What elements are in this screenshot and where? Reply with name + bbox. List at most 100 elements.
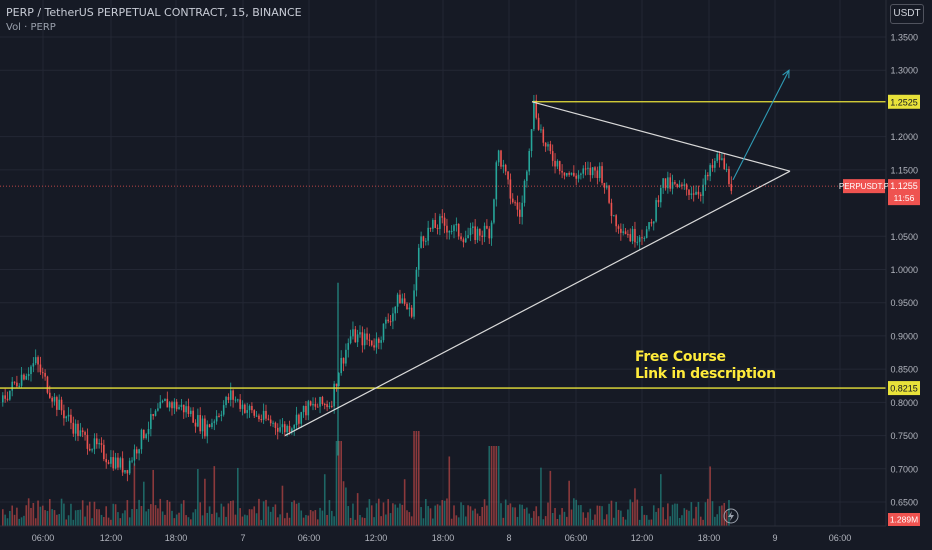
- volume-bar: [241, 516, 244, 526]
- candle-body: [455, 223, 458, 226]
- volume-bar: [483, 499, 486, 526]
- candle-body: [563, 172, 566, 176]
- volume-bar: [589, 508, 592, 526]
- volume-bar: [500, 503, 502, 526]
- promo-annotation: Free Course Link in description: [635, 349, 776, 383]
- volume-bar: [171, 510, 173, 526]
- candle-body: [533, 100, 535, 130]
- candle-body: [674, 182, 676, 184]
- candle-body: [652, 221, 655, 224]
- candle-body: [516, 202, 519, 210]
- volume-bar: [347, 506, 350, 526]
- volume-bar: [641, 506, 643, 526]
- candle-body: [173, 401, 176, 409]
- candle-body: [74, 423, 77, 434]
- x-tick-label: 12:00: [100, 533, 123, 543]
- currency-unit-button[interactable]: USDT: [890, 4, 924, 24]
- candle-body: [526, 171, 528, 181]
- price-axis[interactable]: [886, 0, 932, 550]
- candle-body: [636, 241, 639, 243]
- triangle-trendline[interactable]: [531, 101, 791, 172]
- candle-body: [366, 333, 368, 340]
- candle-body: [253, 410, 256, 416]
- x-tick-label: 06:00: [32, 533, 55, 543]
- volume-bar: [218, 517, 220, 526]
- candle-body: [615, 215, 617, 227]
- candle-body: [401, 298, 404, 304]
- candle-body: [211, 422, 213, 428]
- candle-body: [166, 398, 169, 408]
- x-tick-label: 8: [506, 533, 511, 543]
- candle-body: [34, 357, 37, 364]
- volume-bar: [617, 509, 620, 526]
- candle-body: [13, 381, 16, 383]
- candle-body: [359, 332, 361, 335]
- volume-bar: [2, 509, 4, 526]
- projection-arrow[interactable]: [732, 69, 790, 181]
- candle-body: [460, 236, 462, 240]
- candle-body: [671, 182, 674, 189]
- volume-bar: [269, 511, 272, 526]
- candle-body: [605, 185, 608, 188]
- volume-bar: [427, 506, 429, 526]
- volume-bar: [544, 516, 547, 526]
- candle-body: [72, 422, 75, 434]
- candle-body: [373, 345, 375, 348]
- candle-body: [601, 166, 603, 183]
- volume-bar: [610, 500, 613, 526]
- volume-bar: [244, 514, 246, 526]
- volume-bar: [166, 500, 169, 526]
- candle-body: [307, 401, 310, 416]
- volume-bar: [688, 510, 690, 526]
- volume-bar: [58, 514, 60, 526]
- volume-bar: [439, 505, 441, 526]
- volume-bar: [469, 506, 472, 526]
- volume-bar: [537, 516, 540, 526]
- candle-body: [476, 228, 479, 241]
- candle-body: [629, 234, 632, 242]
- volume-bar: [20, 517, 23, 526]
- volume-bar: [25, 505, 28, 526]
- volume-bar: [51, 509, 53, 526]
- volume-bar: [41, 505, 44, 526]
- candle-body: [709, 165, 711, 177]
- volume-bar: [627, 509, 629, 526]
- volume-bar: [331, 510, 333, 526]
- volume-bar: [554, 508, 556, 526]
- volume-bar: [359, 515, 361, 526]
- time-axis[interactable]: [0, 526, 886, 550]
- volume-bar: [415, 431, 418, 526]
- candle-body: [580, 173, 582, 175]
- candle-body: [469, 227, 472, 236]
- volume-bar: [608, 503, 610, 526]
- volume-bar: [251, 509, 253, 526]
- volume-bar: [542, 519, 545, 526]
- candle-body: [380, 340, 382, 343]
- candle-body: [584, 168, 587, 170]
- volume-bar: [716, 514, 718, 526]
- volume-bar: [566, 516, 568, 526]
- volume-bar: [267, 506, 270, 526]
- volume-bar: [114, 504, 117, 526]
- triangle-trendline[interactable]: [284, 170, 791, 437]
- candle-body: [511, 198, 514, 203]
- candle-body: [255, 415, 258, 417]
- volume-bar: [143, 481, 145, 526]
- volume-bar: [453, 505, 455, 526]
- candle-body: [218, 415, 220, 417]
- volume-bar: [182, 500, 185, 526]
- volume-bar: [356, 493, 359, 526]
- candle-body: [192, 410, 194, 423]
- volume-bar: [314, 510, 317, 526]
- volume-bar: [185, 515, 187, 526]
- volume-bar: [711, 501, 714, 526]
- candle-body: [110, 457, 112, 464]
- volume-bar: [443, 500, 446, 526]
- candle-body: [41, 372, 44, 374]
- volume-bar: [96, 509, 98, 526]
- volume-bar: [258, 498, 260, 526]
- candle-body: [131, 460, 133, 462]
- lightning-icon[interactable]: [723, 508, 739, 524]
- volume-bar: [110, 519, 112, 526]
